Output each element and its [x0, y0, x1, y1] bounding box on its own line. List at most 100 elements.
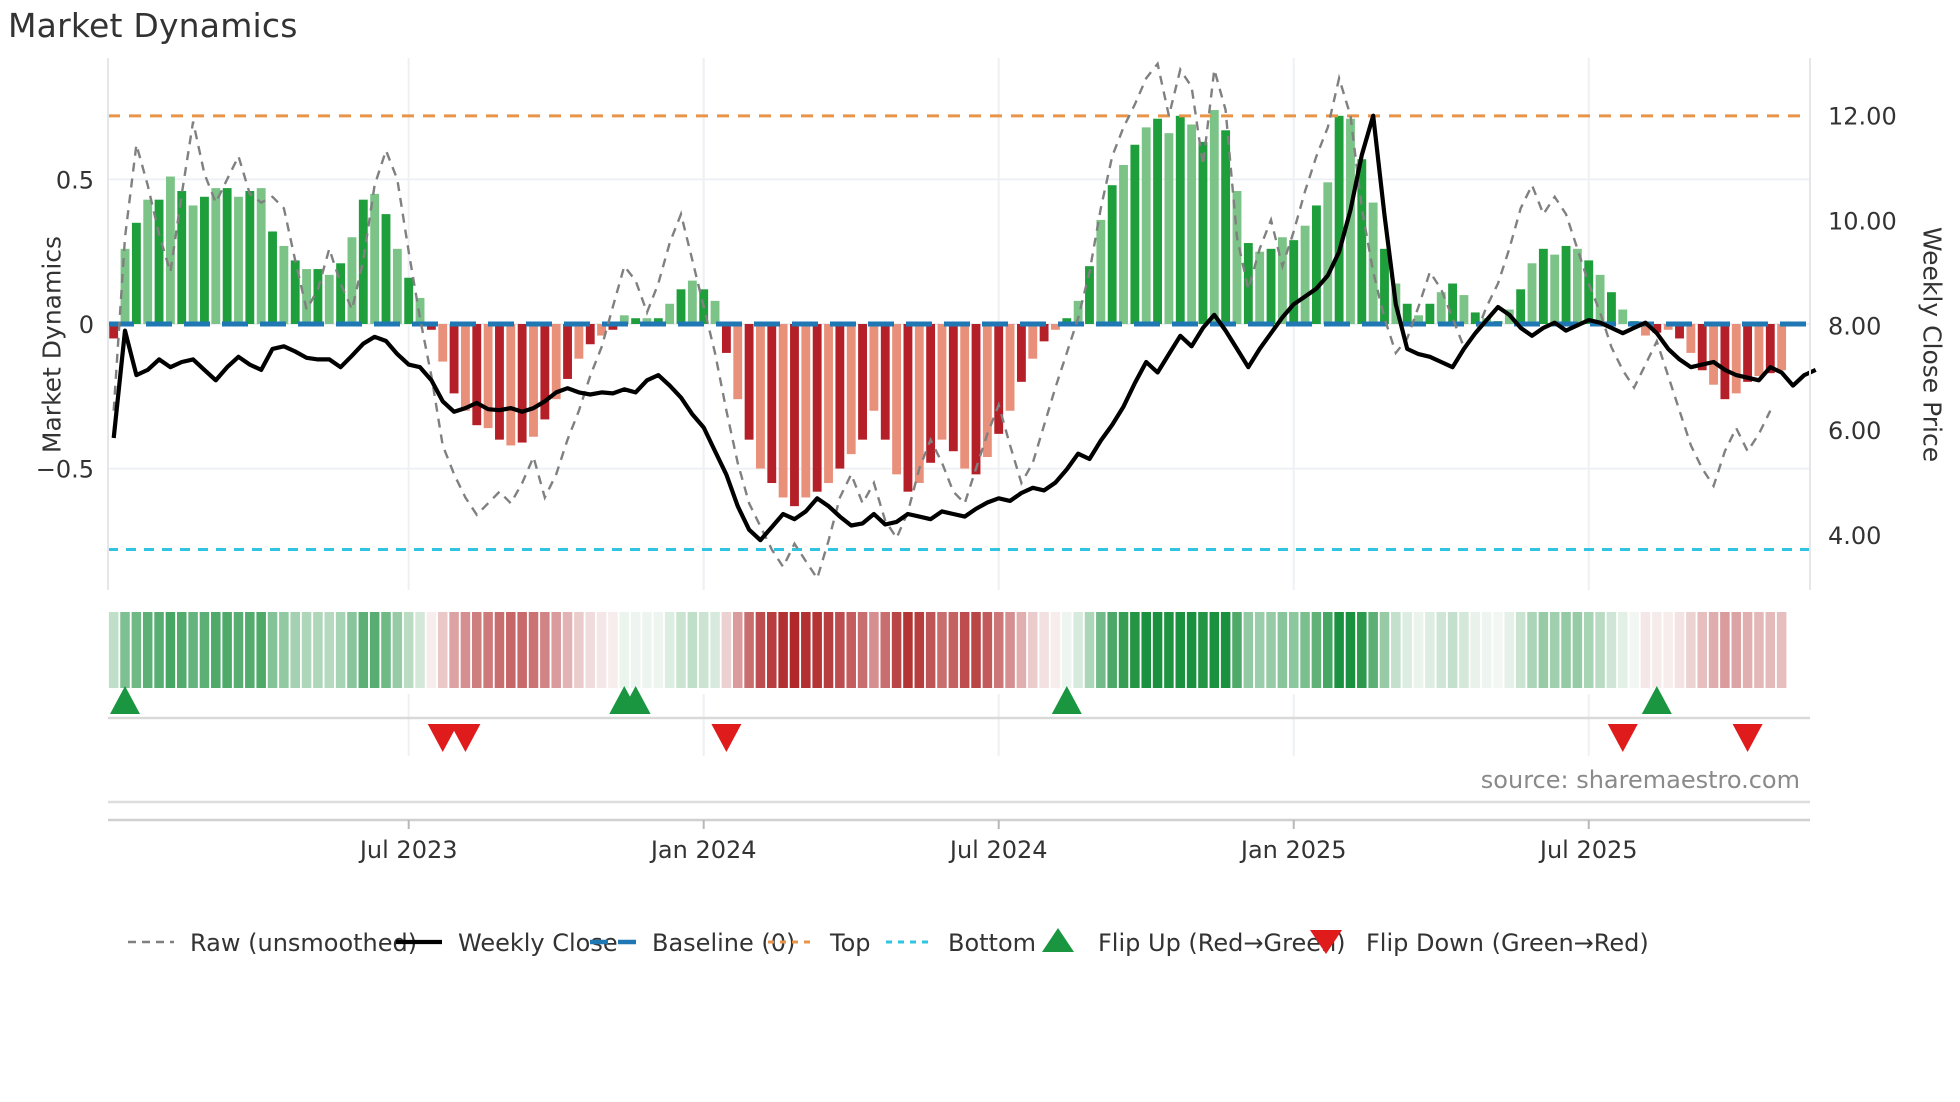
- heatmap-cell: [176, 612, 187, 688]
- heatmap-cell: [1425, 612, 1435, 688]
- heatmap-cell: [1731, 612, 1742, 688]
- bar: [1107, 185, 1117, 324]
- bar: [460, 324, 470, 411]
- bar: [1164, 133, 1174, 324]
- bar: [824, 324, 833, 484]
- heatmap-cell: [551, 612, 561, 688]
- bar: [472, 324, 482, 426]
- y-tick-left: −0.5: [36, 456, 94, 484]
- heatmap-cell: [528, 612, 539, 688]
- bar: [1550, 254, 1560, 324]
- flip-down-marker[interactable]: [1607, 724, 1638, 752]
- bar: [1300, 225, 1310, 324]
- heatmap-cell: [188, 612, 198, 688]
- heatmap-cell: [1413, 612, 1424, 688]
- source-attribution: source: sharemaestro.com: [1481, 766, 1800, 794]
- bar: [1073, 300, 1083, 324]
- x-tick-label: Jan 2025: [1239, 836, 1347, 864]
- bar: [1765, 324, 1775, 374]
- legend-item[interactable]: Weekly Close: [396, 929, 618, 957]
- heatmap-cell: [880, 612, 891, 688]
- flip-down-marker[interactable]: [1732, 724, 1763, 752]
- heatmap-cell: [324, 612, 335, 688]
- heatmap-cell: [279, 612, 289, 688]
- bar: [1709, 324, 1718, 385]
- heatmap-cell: [1288, 612, 1299, 688]
- bar: [1255, 251, 1265, 324]
- bar: [858, 324, 867, 440]
- heatmap-cell: [835, 612, 845, 688]
- bar: [154, 199, 164, 324]
- heatmap-cell: [891, 612, 902, 688]
- heatmap-cell: [1175, 612, 1186, 688]
- heatmap-cell: [347, 612, 357, 688]
- heatmap-cell: [1243, 612, 1254, 688]
- bar: [756, 324, 765, 469]
- y-tick-right: 4.00: [1828, 522, 1881, 550]
- legend-item[interactable]: Raw (unsmoothed): [128, 929, 417, 957]
- heatmap-cell: [778, 612, 788, 688]
- flip-marker-row: [108, 686, 1810, 752]
- flip-down-marker[interactable]: [711, 724, 742, 752]
- bar-series: [109, 110, 1787, 507]
- legend-item[interactable]: Bottom: [886, 929, 1036, 957]
- heatmap-cell: [1266, 612, 1276, 688]
- heatmap-cell: [1073, 612, 1083, 688]
- x-tick-label: Jul 2025: [1538, 836, 1638, 864]
- heatmap-cell: [562, 612, 573, 688]
- flip-up-marker[interactable]: [620, 686, 651, 714]
- bar: [313, 269, 323, 324]
- bar: [222, 188, 232, 324]
- flip-up-marker[interactable]: [1051, 686, 1082, 714]
- bar: [177, 191, 187, 324]
- heatmap-cell: [1629, 612, 1639, 688]
- bar: [563, 324, 572, 379]
- flip-up-marker[interactable]: [1641, 686, 1672, 714]
- heatmap-cell: [154, 612, 164, 688]
- bar: [415, 297, 425, 324]
- bar: [971, 324, 981, 475]
- bar: [256, 188, 266, 324]
- bar: [1096, 219, 1106, 324]
- bar: [812, 324, 822, 492]
- regime-heatmap-strip: [108, 612, 1787, 688]
- bar: [1538, 248, 1548, 324]
- bar: [1561, 245, 1571, 324]
- heatmap-cell: [1640, 612, 1651, 688]
- bar: [336, 263, 346, 324]
- bar: [1777, 324, 1787, 371]
- bar: [903, 324, 913, 492]
- legend-item[interactable]: Top: [768, 929, 871, 957]
- bar: [1470, 312, 1480, 324]
- bar: [120, 248, 130, 324]
- bar: [994, 324, 1004, 434]
- heatmap-cell: [676, 612, 686, 688]
- bar: [733, 324, 743, 400]
- bar: [426, 324, 436, 330]
- legend-item[interactable]: Flip Down (Green→Red): [1310, 929, 1649, 957]
- heatmap-cell: [767, 612, 777, 688]
- bar: [370, 193, 380, 324]
- heatmap-cell: [1232, 612, 1242, 688]
- bar: [1754, 324, 1764, 377]
- flip-down-marker[interactable]: [450, 724, 481, 752]
- heatmap-cell: [1039, 612, 1049, 688]
- bar: [234, 196, 243, 324]
- flip-down-marker[interactable]: [427, 724, 458, 752]
- bar: [778, 324, 788, 498]
- heatmap-cell: [1130, 612, 1140, 688]
- flip-up-marker[interactable]: [110, 686, 141, 714]
- legend-item[interactable]: Baseline (0): [590, 929, 795, 957]
- heatmap-cell: [1538, 612, 1549, 688]
- heatmap-cell: [222, 612, 232, 688]
- bar: [1516, 289, 1526, 324]
- chart-legend[interactable]: Raw (unsmoothed) Weekly Close Baseline (0)…: [128, 928, 1649, 957]
- legend-item[interactable]: Flip Up (Red→Green): [1042, 928, 1346, 957]
- bar: [1720, 324, 1730, 400]
- bar: [1459, 295, 1469, 324]
- x-tick-label: Jul 2024: [948, 836, 1048, 864]
- weekly-close-line: [111, 113, 1817, 543]
- y-tick-left: 0.5: [56, 166, 94, 194]
- bar: [1153, 118, 1162, 324]
